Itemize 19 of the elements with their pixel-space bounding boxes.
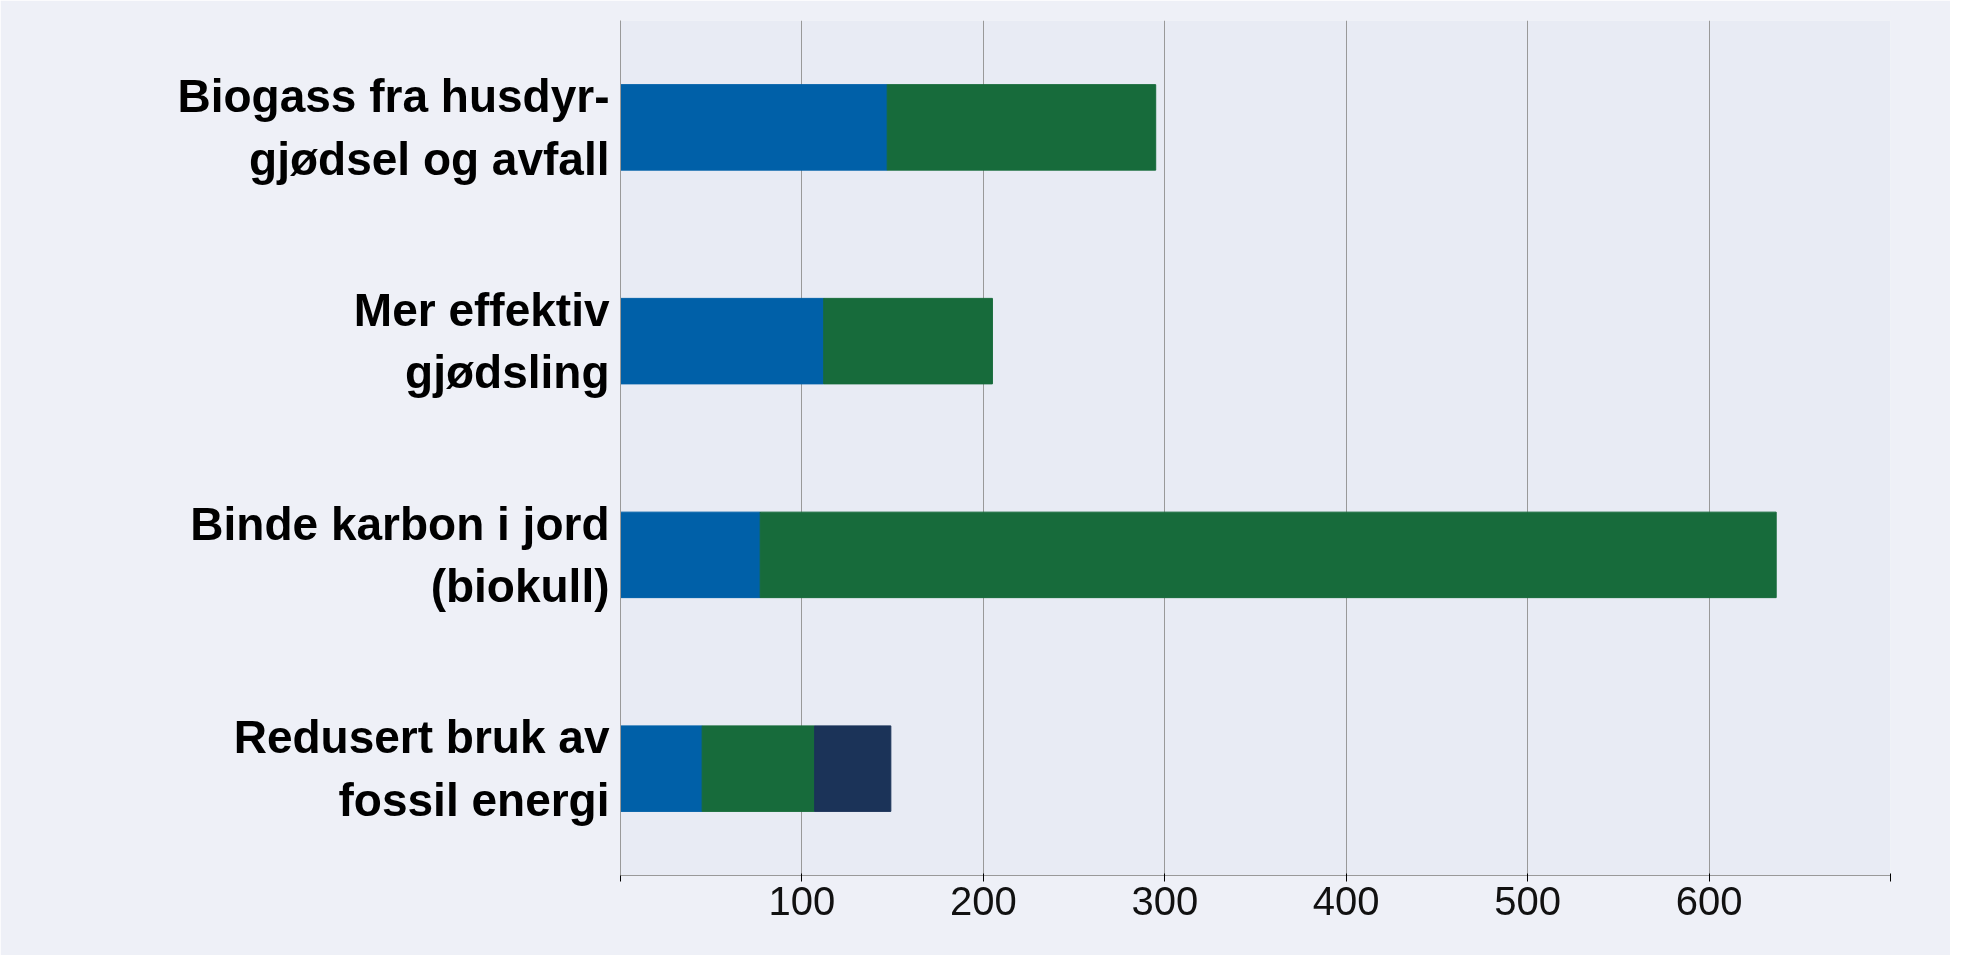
- y-tick-label: Biogass fra husdyr- gjødsel og avfall: [177, 70, 610, 185]
- bar: [620, 511, 761, 599]
- x-tick-label: 300: [1131, 878, 1199, 923]
- bar: [759, 511, 1777, 599]
- bar: [823, 297, 993, 385]
- x-tick-label: 600: [1675, 878, 1743, 923]
- y-tick-label: Mer effektiv gjødsling: [353, 283, 610, 399]
- y-tick-label: Binde karbon i jord (biokull): [190, 497, 610, 613]
- x-tick-label: 400: [1312, 878, 1380, 923]
- bar: [620, 297, 825, 385]
- bar: [620, 84, 888, 171]
- bar: [814, 725, 892, 812]
- bar: [620, 725, 703, 812]
- bar: [886, 84, 1157, 171]
- x-tick-label: 500: [1494, 878, 1562, 923]
- y-tick-label: Redusert bruk av fossil energi: [233, 711, 610, 826]
- x-tick-label: 200: [949, 878, 1017, 923]
- x-tick-label: 100: [768, 878, 836, 923]
- bar: [701, 725, 816, 812]
